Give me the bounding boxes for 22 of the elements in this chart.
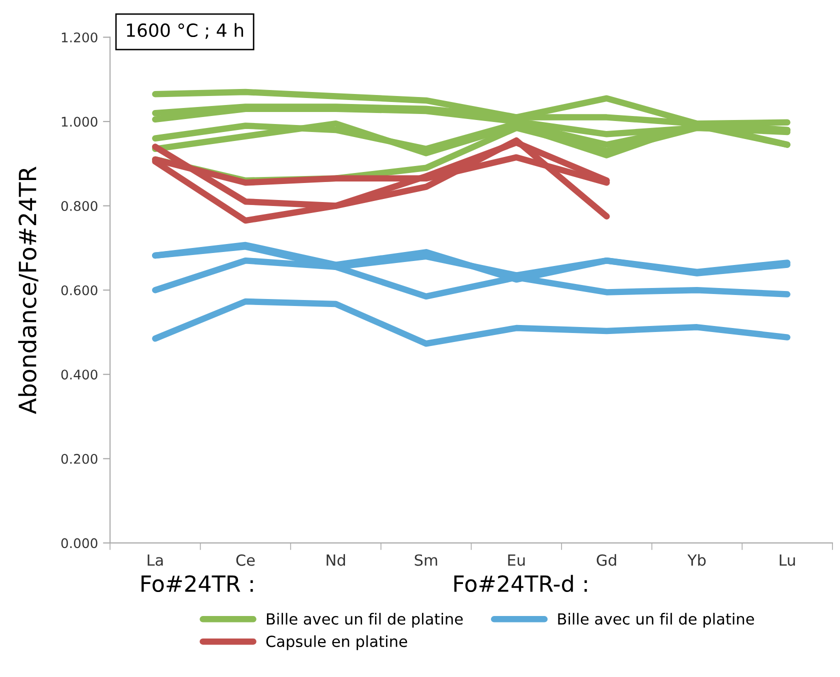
x-tick-label: Yb	[687, 554, 706, 566]
x-tick-label: Ce	[236, 554, 255, 566]
y-tick-label: 0.200	[61, 454, 98, 464]
y-tick-label: 1.000	[62, 116, 98, 127]
x-tick-label: Gd	[596, 554, 616, 566]
legend-label: Bille avec un fil de platine	[266, 612, 463, 628]
legend-label: Capsule en platine	[266, 635, 408, 650]
y-tick-label: 1.200	[62, 32, 98, 42]
x-tick-label: La	[148, 554, 163, 566]
legend-label: Bille avec un fil de platine	[558, 612, 754, 628]
x-tick-label: Nd	[326, 554, 345, 566]
x-tick-label: Eu	[508, 554, 525, 566]
y-tick-label: 0.600	[61, 285, 98, 296]
y-axis-title: Abondance/Fo#24TR	[18, 166, 38, 414]
y-tick-label: 0.000	[61, 538, 98, 548]
y-tick-label: 0.400	[61, 370, 98, 380]
text: Fo#24TR-d :	[454, 574, 587, 592]
x-tick-label: Sm	[414, 554, 438, 566]
x-tick-label: Lu	[780, 554, 795, 566]
annotation: 1600 °C ; 4 h	[127, 23, 244, 39]
text: Fo#24TR :	[142, 575, 253, 592]
y-tick-label: 0.800	[61, 201, 98, 212]
